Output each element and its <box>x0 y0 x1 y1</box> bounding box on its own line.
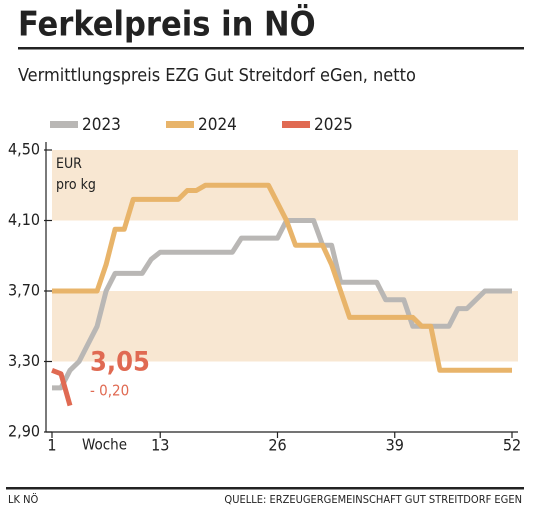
plot-area: 2,90 3,30 3,70 4,10 4,50 1 13 26 39 52 <box>8 121 521 455</box>
legend-label: 2024 <box>198 115 237 135</box>
x-tick-label: 1 <box>47 436 56 455</box>
chart-subtitle: Vermittlungspreis EZG Gut Streitdorf eGe… <box>18 65 416 86</box>
footer-left: LK NÖ <box>8 493 39 506</box>
footer-rule <box>6 487 524 490</box>
x-axis-label: Woche <box>82 436 127 454</box>
x-tick-label: 52 <box>503 436 521 455</box>
series-line <box>52 182 512 373</box>
y-tick-label: 4,10 <box>8 210 40 229</box>
unit-label: pro kg <box>56 177 96 193</box>
title-rule <box>18 47 524 50</box>
legend-swatch <box>50 121 78 128</box>
annotation: - 0,20 <box>90 382 129 400</box>
series-line <box>51 367 73 407</box>
unit-label: EUR <box>56 156 82 172</box>
legend-swatch <box>282 121 310 128</box>
legend-label: 2023 <box>82 115 121 135</box>
band <box>52 150 518 221</box>
x-tick-label: 39 <box>386 436 404 455</box>
annotation: 3,05 <box>90 347 150 378</box>
x-tick-label: 26 <box>268 436 286 455</box>
y-tick-label: 3,70 <box>8 281 40 300</box>
y-tick-label: 3,30 <box>8 351 40 370</box>
chart-title: Ferkelpreis in NÖ <box>18 4 316 45</box>
y-tick-label: 4,50 <box>8 140 40 159</box>
legend-swatch <box>166 121 194 128</box>
series-line <box>52 218 512 391</box>
x-tick-label: 13 <box>151 436 169 455</box>
y-tick-label: 2,90 <box>8 422 40 441</box>
footer-right: QUELLE: ERZEUGERGEMEINSCHAFT GUT STREITD… <box>224 493 522 506</box>
legend-label: 2025 <box>314 115 353 135</box>
